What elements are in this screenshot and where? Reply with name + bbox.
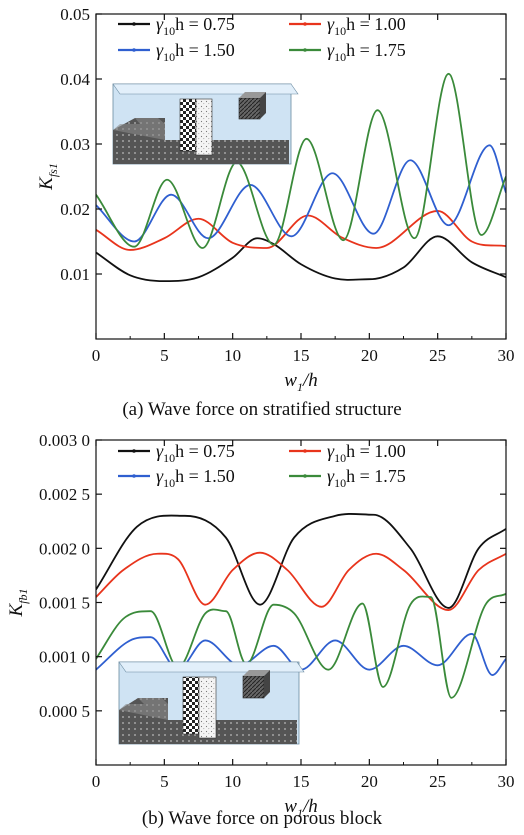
legend-marker (303, 449, 307, 453)
panel-caption: (a) Wave force on stratified structure (122, 399, 401, 420)
series-line-0 (96, 235, 506, 283)
legend-item: γ10h = 1.00 (289, 14, 406, 38)
panel-a: 0 5 10 15 20 25 30 0.01 0.02 0.03 0.04 0.05 w1/h Kfs1… (36, 5, 515, 420)
y-tick-label: 0.001 0 (39, 648, 90, 667)
legend-marker (132, 449, 136, 453)
inset-diagram-b (118, 661, 305, 745)
x-tick-label: 15 (293, 772, 310, 791)
y-tick-label: 0.003 0 (39, 431, 90, 450)
x-tick-label: 30 (498, 346, 515, 365)
plot-frame (95, 13, 507, 340)
panel-caption: (b) Wave force on porous block (142, 808, 383, 829)
y-tick-label: 0.002 5 (39, 485, 90, 504)
y-axis-label: Kfb1 (6, 588, 30, 617)
legend-marker (132, 22, 136, 26)
legend: γ10h = 0.75 γ10h = 1.00 γ10h = 1.50 γ10h = … (118, 14, 406, 64)
y-tick-label: 0.03 (60, 135, 90, 154)
x-tick-label: 20 (361, 346, 378, 365)
legend-label: γ10h = 1.00 (327, 14, 406, 38)
series-group (96, 72, 506, 283)
legend-marker (132, 474, 136, 478)
legend-label: γ10h = 1.50 (156, 466, 235, 490)
panel-b: 0 5 10 15 20 25 30 0.000 5 0.001 0 0.001 5 0.002 0… (6, 431, 515, 829)
legend-label: γ10h = 0.75 (156, 441, 235, 465)
x-axis-label: w1/h (284, 796, 317, 820)
x-tick-label: 30 (498, 772, 515, 791)
legend-marker (303, 48, 307, 52)
legend-item: γ10h = 1.75 (289, 466, 406, 490)
x-tick-label: 10 (224, 772, 241, 791)
legend-item: γ10h = 1.50 (118, 40, 235, 64)
inset-diagram-a (112, 83, 299, 165)
x-axis-label: w1/h (284, 370, 317, 394)
series-line-0 (96, 513, 506, 609)
legend-marker (303, 474, 307, 478)
x-tick-label: 5 (160, 772, 169, 791)
x-tick-label: 0 (92, 772, 101, 791)
series-line-1 (96, 210, 506, 251)
y-tick-label: 0.05 (60, 5, 90, 24)
axes: 0 5 10 15 20 25 30 0.000 5 0.001 0 0.001 5 0.002 0… (6, 431, 515, 820)
legend-label: γ10h = 1.50 (156, 40, 235, 64)
x-tick-label: 20 (361, 772, 378, 791)
legend-item: γ10h = 0.75 (118, 441, 235, 465)
x-tick-label: 25 (429, 772, 446, 791)
legend-label: γ10h = 1.75 (327, 40, 406, 64)
legend-item: γ10h = 1.00 (289, 441, 406, 465)
y-axis-label: Kfs1 (36, 163, 60, 191)
axes: 0 5 10 15 20 25 30 0.01 0.02 0.03 0.04 0.05 w1/h Kfs1 (36, 5, 515, 394)
series-line-3 (96, 72, 506, 249)
x-tick-label: 5 (160, 346, 169, 365)
y-tick-label: 0.002 0 (39, 539, 90, 558)
legend-label: γ10h = 0.75 (156, 14, 235, 38)
x-tick-label: 10 (224, 346, 241, 365)
legend-marker (132, 48, 136, 52)
x-tick-label: 15 (293, 346, 310, 365)
y-tick-label: 0.02 (60, 200, 90, 219)
legend-item: γ10h = 1.75 (289, 40, 406, 64)
y-tick-label: 0.000 5 (39, 702, 90, 721)
series-line-2 (96, 144, 506, 243)
series-line-1 (96, 551, 506, 611)
legend-label: γ10h = 1.75 (327, 466, 406, 490)
legend-marker (303, 22, 307, 26)
legend-item: γ10h = 0.75 (118, 14, 235, 38)
y-tick-label: 0.001 5 (39, 594, 90, 613)
legend-label: γ10h = 1.00 (327, 441, 406, 465)
x-tick-label: 25 (429, 346, 446, 365)
x-tick-label: 0 (92, 346, 101, 365)
legend: γ10h = 0.75 γ10h = 1.00 γ10h = 1.50 γ10h = … (118, 441, 406, 490)
y-tick-label: 0.04 (60, 70, 90, 89)
y-tick-label: 0.01 (60, 265, 90, 284)
legend-item: γ10h = 1.50 (118, 466, 235, 490)
